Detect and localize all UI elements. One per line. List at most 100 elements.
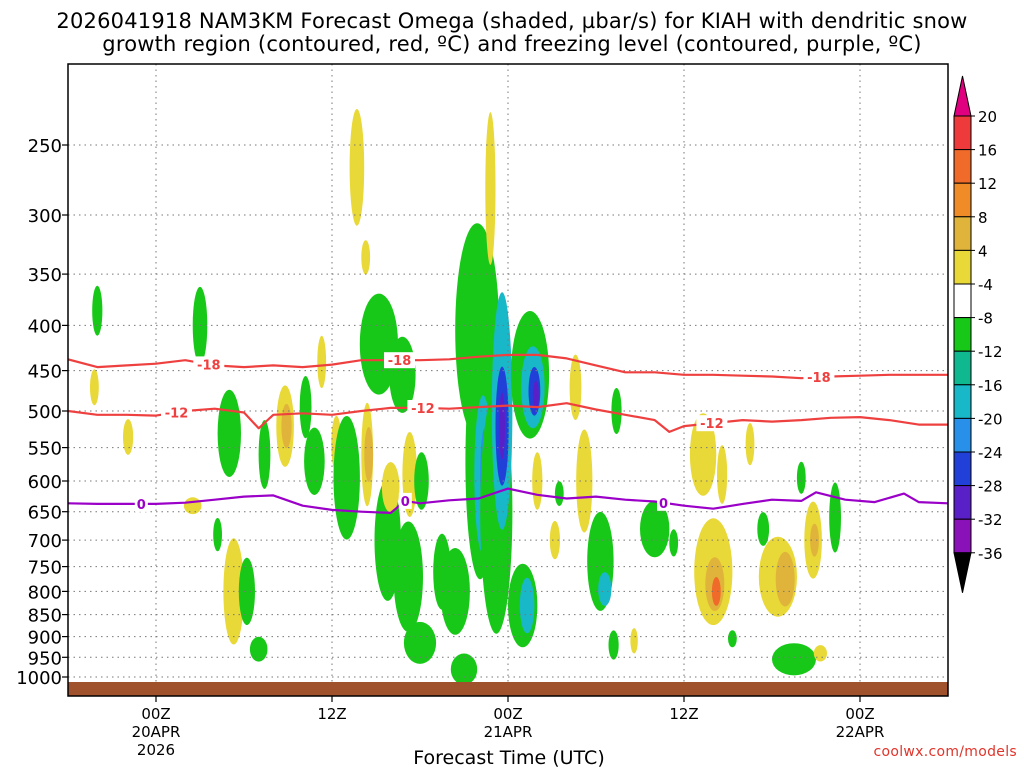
contour-label: -18 <box>197 358 221 373</box>
omega-cell <box>549 520 561 560</box>
omega-cell <box>92 285 103 336</box>
x-tick-date: 20APR <box>132 723 181 741</box>
colorbar-segment <box>953 485 972 520</box>
y-tick-label: 900 <box>28 628 62 649</box>
colorbar-segment <box>953 283 972 319</box>
x-tick-label: 12Z <box>317 705 346 723</box>
omega-cell <box>450 653 478 685</box>
contour-label-bg <box>384 352 415 369</box>
omega-cell <box>333 416 360 540</box>
y-axis-ticks: 2503003504004505005506006507007508008509… <box>16 136 68 689</box>
contour-label: -12 <box>700 417 724 432</box>
omega-cell <box>689 413 717 496</box>
chart-title-line-2: growth region (contoured, red, ºC) and f… <box>102 32 922 56</box>
omega-cell <box>123 419 134 455</box>
colorbar-segment <box>953 216 972 251</box>
colorbar-segment <box>953 350 972 386</box>
x-tick-label: 00Z <box>493 705 522 723</box>
y-tick-label: 500 <box>28 402 62 423</box>
omega-cell <box>213 517 223 552</box>
omega-cell <box>532 452 543 510</box>
omega-cell <box>711 577 721 606</box>
contour-label-bg <box>657 494 670 511</box>
colorbar-segment <box>953 249 972 285</box>
colorbar-segment <box>953 451 972 487</box>
omega-cell <box>90 369 99 406</box>
colorbar-segment <box>953 115 972 151</box>
y-tick-label: 250 <box>28 136 62 157</box>
omega-cell <box>554 481 564 506</box>
omega-cell <box>364 427 374 482</box>
omega-cell <box>381 462 400 513</box>
omega-cell <box>249 636 268 662</box>
omega-cell <box>772 643 816 676</box>
omega-cell <box>608 630 619 660</box>
omega-cell <box>299 376 312 439</box>
omega-cell <box>569 354 582 420</box>
y-tick-label: 800 <box>28 582 62 603</box>
omega-cell <box>217 389 241 477</box>
x-axis-label: Forecast Time (UTC) <box>413 747 604 768</box>
omega-cell <box>414 452 429 510</box>
x-tick-label: 00Z <box>141 705 170 723</box>
contour-label: 0 <box>659 497 668 512</box>
omega-cell <box>640 500 670 558</box>
omega-cell <box>238 557 255 626</box>
grid-layer <box>68 64 948 682</box>
omega-cell <box>611 387 622 435</box>
omega-cell <box>813 645 828 662</box>
colorbar-label: -16 <box>978 377 1003 395</box>
colorbar-label: 8 <box>978 209 988 227</box>
omega-cell <box>304 427 325 495</box>
omega-cell <box>717 445 728 504</box>
omega-cell <box>403 621 437 664</box>
omega-cell <box>499 392 506 460</box>
contour-label-bg <box>407 400 439 416</box>
omega-cell <box>775 551 795 607</box>
contour-label: 0 <box>137 498 146 513</box>
omega-cell <box>317 335 327 389</box>
contour-label-bg <box>161 404 192 421</box>
omega-cell <box>669 529 679 557</box>
colorbar-segment <box>953 317 972 352</box>
y-tick-label: 700 <box>28 531 62 552</box>
omega-cell <box>745 423 755 466</box>
colorbar-label: 12 <box>978 175 997 193</box>
colorbar: 20 16 12 8 4 -4 -8 -12 -16 -20 -24 -28 -32 -36 <box>953 75 1003 593</box>
contour-label-bg <box>803 369 835 386</box>
source-credit: coolwx.com/models <box>873 744 1017 760</box>
y-tick-label: 950 <box>28 648 62 669</box>
omega-cell <box>598 572 612 606</box>
colorbar-label: 4 <box>978 242 988 260</box>
colorbar-segment <box>953 384 972 419</box>
omega-cell <box>183 497 202 515</box>
colorbar-label: -8 <box>978 310 993 328</box>
colorbar-label: -24 <box>978 444 1003 462</box>
omega-cell <box>258 420 271 489</box>
colorbar-segment <box>953 417 972 453</box>
contour-label-bg <box>696 415 728 432</box>
y-tick-label: 850 <box>28 606 62 627</box>
colorbar-bottom-arrow <box>953 552 972 593</box>
colorbar-label: 20 <box>978 108 997 126</box>
colorbar-label: -28 <box>978 478 1003 496</box>
colorbar-segment <box>953 149 972 184</box>
contour-label: -12 <box>165 406 189 421</box>
x-tick-label: 12Z <box>669 705 698 723</box>
omega-cell <box>519 577 535 634</box>
omega-cell <box>393 521 423 632</box>
y-tick-label: 600 <box>28 472 62 493</box>
omega-cell <box>532 380 539 410</box>
omega-cell <box>728 630 737 648</box>
omega-cell <box>440 548 470 635</box>
colorbar-label: -36 <box>978 545 1003 563</box>
x-tick-year: 2026 <box>137 741 175 759</box>
contour-label: 0 <box>401 495 410 510</box>
y-tick-label: 1000 <box>16 668 62 689</box>
y-tick-label: 300 <box>28 206 62 227</box>
colorbar-label: -32 <box>978 511 1003 529</box>
chart-title-line-1: 2026041918 NAM3KM Forecast Omega (shaded… <box>56 9 968 33</box>
ground-strip <box>68 682 948 696</box>
